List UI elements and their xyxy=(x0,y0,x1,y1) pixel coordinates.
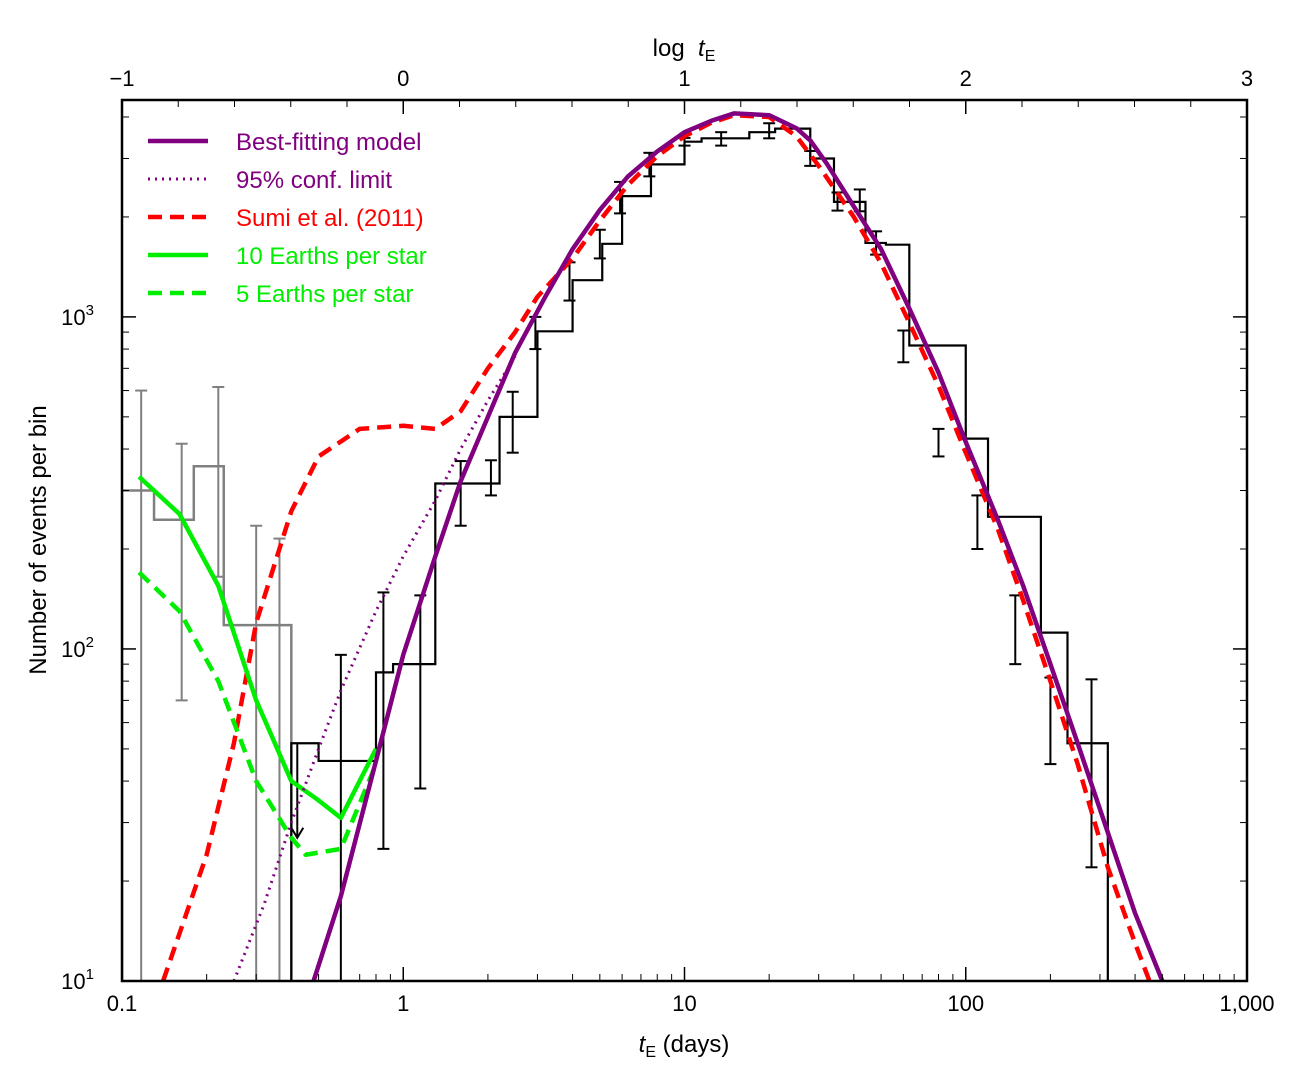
legend-label: 10 Earths per star xyxy=(236,243,427,270)
y-tick-label: 101 xyxy=(61,966,94,994)
y-tick-label: 102 xyxy=(61,634,94,662)
observed-histogram-errorbar xyxy=(414,594,427,790)
upper-limit-arrow-head xyxy=(290,827,305,840)
observed-histogram-errorbar xyxy=(763,122,776,140)
x-tick-label: 1 xyxy=(397,991,409,1016)
top-x-tick-label: 3 xyxy=(1241,66,1253,91)
x-tick-label: 1,000 xyxy=(1219,991,1274,1016)
observed-histogram-errorbar xyxy=(454,460,467,527)
legend-item: Sumi et al. (2011) xyxy=(148,205,424,232)
legend-item: Best-fitting model xyxy=(148,129,421,156)
series-best-fitting-model xyxy=(311,111,1165,981)
series-sumi-et-al-2011 xyxy=(160,112,1152,981)
x-axis-label: tE (days) xyxy=(639,1031,730,1061)
observed-histogram-errorbar xyxy=(715,131,728,147)
top-x-tick-label: −1 xyxy=(109,66,134,91)
legend-label: Sumi et al. (2011) xyxy=(236,205,424,232)
gray-histogram-errorbar xyxy=(175,442,188,702)
legend-item: 10 Earths per star xyxy=(148,243,427,270)
observed-histogram-errorbar xyxy=(804,149,817,167)
observed-histogram-errorbar xyxy=(897,329,910,364)
legend-item: 95% conf. limit xyxy=(148,167,392,194)
gray-histogram xyxy=(122,464,293,981)
x-tick-label: 100 xyxy=(947,991,984,1016)
series-5-earths-per-star xyxy=(137,570,379,858)
top-x-tick-label: 0 xyxy=(397,66,409,91)
observed-histogram-errorbar xyxy=(484,459,497,497)
observed-histogram-errorbar xyxy=(1044,676,1057,766)
x-tick-label: 0.1 xyxy=(107,991,138,1016)
top-axis-label: log tE xyxy=(653,35,716,65)
y-tick-label: 103 xyxy=(61,302,94,330)
legend-label: 95% conf. limit xyxy=(236,167,392,194)
gray-histogram-errorbar xyxy=(135,389,148,981)
observed-histogram xyxy=(290,127,1109,981)
series-10-earths-per-star xyxy=(137,475,378,821)
legend-label: Best-fitting model xyxy=(236,129,421,156)
observed-histogram-errorbar xyxy=(1085,678,1098,869)
observed-histogram-errorbar xyxy=(932,427,945,458)
observed-histogram-errorbar xyxy=(971,494,984,550)
x-tick-label: 10 xyxy=(672,991,696,1016)
top-x-tick-label: 2 xyxy=(960,66,972,91)
gray-histogram-errorbar xyxy=(250,524,263,981)
y-axis-label: Number of events per bin xyxy=(25,405,52,674)
top-x-tick-label: 1 xyxy=(678,66,690,91)
observed-histogram-errorbar xyxy=(506,390,519,454)
observed-histogram-errorbar xyxy=(1009,594,1022,666)
legend-label: 5 Earths per star xyxy=(236,281,413,308)
gray-histogram-errorbar xyxy=(273,537,286,981)
legend-item: 5 Earths per star xyxy=(148,281,413,308)
observed-histogram-errorbar xyxy=(377,591,390,850)
